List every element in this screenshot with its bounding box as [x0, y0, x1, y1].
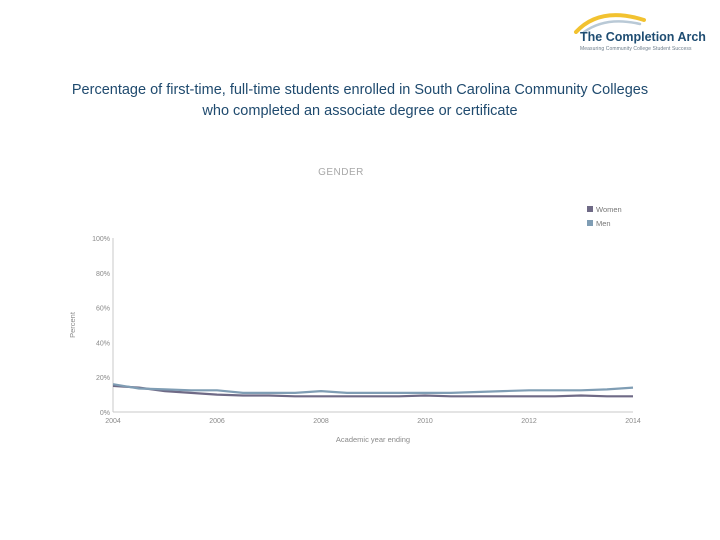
y-tick-label: 40%: [96, 340, 110, 347]
y-tick-label: 80%: [96, 271, 110, 278]
x-tick-label: 2008: [313, 418, 329, 425]
y-tick-label: 100%: [92, 236, 110, 243]
y-axis-label: Percent: [68, 311, 77, 338]
legend-label-women: Women: [596, 205, 622, 214]
x-tick-label: 2006: [209, 418, 225, 425]
arch-icon: [574, 13, 646, 34]
legend-swatch-men: [587, 220, 593, 226]
legend-label-men: Men: [596, 219, 611, 228]
series-line-women: [112, 384, 633, 398]
logo-name: The Completion Arch: [580, 30, 706, 44]
slide-title-line-1: Percentage of first-time, full-time stud…: [71, 82, 649, 98]
logo-tagline: Measuring Community College Student Succ…: [580, 46, 692, 52]
x-axis-label: Academic year ending: [336, 435, 410, 444]
y-tick-label: 0%: [100, 410, 110, 417]
completion-arch-logo: The Completion Arch Measuring Community …: [560, 10, 710, 60]
legend-swatch-women: [587, 206, 593, 212]
slide-title: Percentage of first-time, full-time stud…: [0, 80, 720, 122]
slide-title-line-2: who completed an associate degree or cer…: [202, 103, 518, 119]
y-tick-label: 20%: [96, 375, 110, 382]
x-tick-label: 2014: [625, 418, 641, 425]
x-tick-label: 2004: [105, 418, 121, 425]
x-tick-label: 2012: [521, 418, 537, 425]
y-tick-label: 60%: [96, 306, 110, 313]
series-line-men: [112, 383, 634, 394]
x-tick-label: 2010: [417, 418, 433, 425]
chart-title: GENDER: [318, 167, 364, 178]
